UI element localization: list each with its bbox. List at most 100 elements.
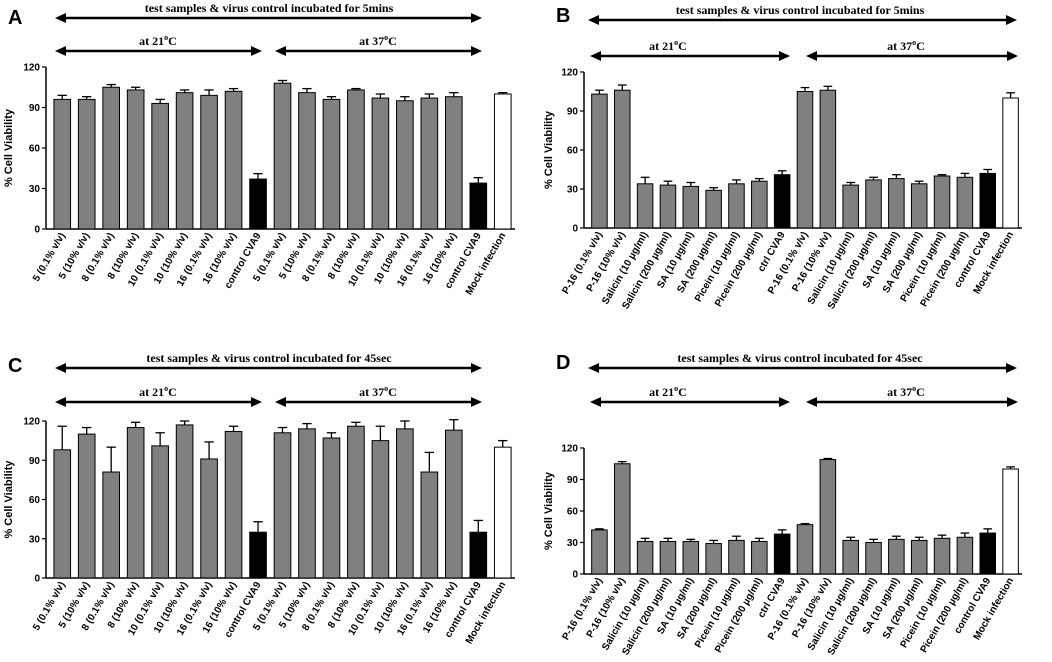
- panel-b-label-37c: at 37oC: [887, 38, 925, 53]
- panel-c-ytick-label: 120: [23, 417, 40, 428]
- panel-d-arrow-21c-head-left: [590, 397, 601, 407]
- panel-d-bar: [933, 537, 951, 575]
- panel-b-bar: [979, 172, 997, 229]
- panel-c-bar: [347, 425, 365, 579]
- panel-c-label-37c-degree: o: [384, 384, 388, 393]
- panel-b-bar: [591, 93, 608, 229]
- panel-d-label-37c: at 37oC: [887, 384, 925, 399]
- panel-c-bar: [151, 445, 169, 579]
- panel-a-bar: [224, 90, 243, 230]
- panel-b-ytick-label: 120: [561, 68, 578, 79]
- panel-d-bar: [888, 538, 905, 575]
- panel-a-label-37c: at 37oC: [359, 33, 397, 48]
- panel-b-label-21c: at 21oC: [649, 38, 687, 53]
- panel-a-banner-arrow-head-left: [55, 13, 66, 23]
- panel-c-bar: [273, 432, 292, 579]
- panel-c-banner-text: test samples & virus control incubated f…: [146, 351, 392, 365]
- panel-b-y-axis-label: % Cell Viability: [543, 110, 555, 189]
- panel-d-label-21c-degree: o: [674, 384, 678, 393]
- panel-c-banner-arrow-head-right: [471, 363, 482, 373]
- panel-b-label-21c-degree: o: [674, 38, 678, 47]
- panel-b-bar: [1002, 97, 1019, 229]
- panel-c-arrow-21c-head-right: [251, 397, 262, 407]
- panel-b-bar: [910, 183, 928, 229]
- panel-b-bar: [636, 183, 654, 229]
- panel-d-bar: [910, 539, 928, 575]
- panel-a-ytick-label: 90: [29, 103, 41, 114]
- panel-a-bar: [298, 92, 316, 230]
- panel-d-ytick-label: 0: [572, 570, 578, 581]
- panel-a-bar: [175, 92, 194, 230]
- panel-c-bar: [420, 471, 439, 579]
- panel-b-letter: B: [556, 5, 570, 27]
- panel-c-bar: [200, 458, 218, 579]
- panel-b-ytick-label: 90: [567, 107, 579, 118]
- panel-c-bar: [77, 433, 96, 579]
- panel-c-bar: [126, 427, 145, 579]
- panel-a-label-37c-degree: o: [384, 33, 388, 42]
- panel-b-bar: [933, 175, 951, 229]
- panel-d-bar: [865, 542, 882, 575]
- panel-c-bar: [175, 424, 194, 579]
- panel-b-bar: [705, 189, 722, 229]
- panel-a-banner-arrow-head-right: [471, 13, 482, 23]
- panel-d-bar: [956, 536, 974, 575]
- panel-a-bar: [420, 97, 439, 230]
- panel-c-bar: [53, 449, 72, 579]
- panel-b-arrow-21c-head-left: [590, 51, 601, 61]
- panel-b-arrow-21c-head-right: [779, 51, 790, 61]
- panel-c-bar: [224, 430, 243, 579]
- panel-c-letter: C: [8, 355, 22, 377]
- panel-a-ytick-label: 120: [23, 63, 40, 74]
- panel-b-bar: [888, 178, 905, 229]
- panel-b-arrow-37c-head-left: [806, 51, 817, 61]
- panel-c-y-axis-label: % Cell Viability: [3, 460, 15, 539]
- panel-a-bar: [371, 97, 390, 230]
- panel-b-bar: [819, 89, 837, 229]
- panel-c-arrow-21c-head-left: [55, 397, 66, 407]
- panel-d-ytick-label: 90: [567, 475, 579, 486]
- panel-b-bar: [773, 174, 791, 229]
- panel-b-label-21c-unit: C: [678, 39, 687, 53]
- panel-c-bar: [102, 471, 121, 579]
- panel-a-bar: [102, 86, 121, 230]
- panel-c-bar: [493, 446, 512, 579]
- panel-c-ytick-label: 0: [34, 574, 40, 585]
- panel-a-bar: [469, 182, 488, 230]
- panel-c-arrow-37c-head-right: [471, 397, 482, 407]
- panel-d-arrow-37c-head-left: [806, 397, 817, 407]
- panel-a-arrow-21c-head-left: [55, 46, 66, 56]
- panel-b-bar: [659, 184, 677, 229]
- panel-d-ytick-label: 60: [567, 507, 579, 518]
- panel-d-bar: [842, 539, 859, 575]
- panel-a-bar: [322, 98, 341, 230]
- panel-b-bar: [613, 89, 631, 229]
- panel-b-label-37c-degree: o: [912, 38, 916, 47]
- panel-a-bar: [347, 89, 365, 230]
- panel-a-label-21c: at 21oC: [139, 33, 177, 48]
- panel-c-label-21c-unit: C: [168, 385, 177, 399]
- panel-a-label-21c-degree: o: [164, 33, 168, 42]
- panel-b-bar: [728, 183, 745, 229]
- panel-b-label-37c-unit: C: [916, 39, 925, 53]
- panel-b-bar: [796, 91, 814, 229]
- panel-a-arrow-37c-head-left: [275, 46, 286, 56]
- panel-b-bar: [956, 176, 974, 229]
- panel-d-bar: [728, 539, 745, 575]
- panel-c-arrow-37c-head-left: [275, 397, 286, 407]
- panel-b-banner-arrow-head-right: [1006, 15, 1017, 25]
- panel-c-bar: [249, 531, 267, 579]
- panel-d-bar: [773, 533, 791, 575]
- panel-d-label-37c-degree: o: [912, 384, 916, 393]
- panel-d-bar: [796, 524, 814, 575]
- panel-d-ytick-label: 30: [567, 538, 579, 549]
- panel-a-y-axis-label: % Cell Viability: [3, 108, 15, 187]
- panel-a-arrow-37c-head-right: [471, 46, 482, 56]
- panel-a-bar: [396, 100, 414, 230]
- panel-d-bar: [819, 459, 837, 575]
- panel-d-letter: D: [556, 352, 570, 374]
